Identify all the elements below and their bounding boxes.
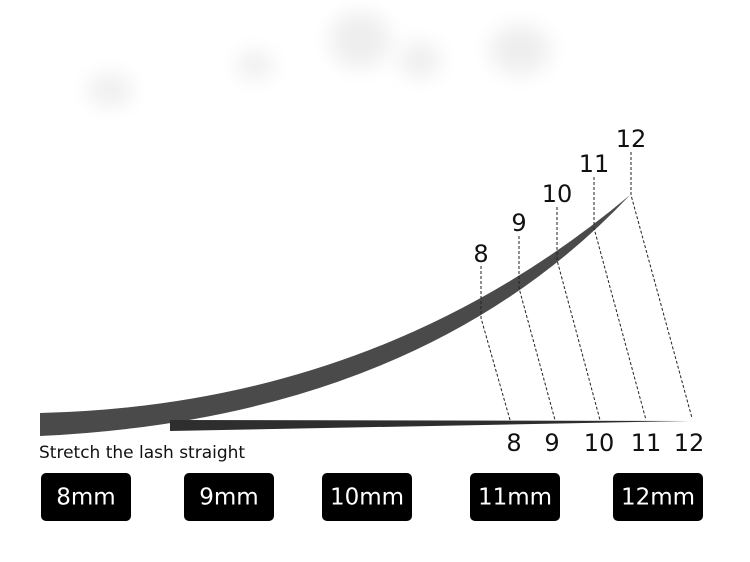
guide-line — [518, 236, 556, 421]
curved-label: 11 — [579, 150, 610, 178]
length-badge — [41, 473, 131, 521]
curved-label: 9 — [511, 209, 526, 237]
straight-label: 9 — [544, 429, 559, 457]
length-label: 8mm — [56, 485, 115, 511]
guide-lines — [480, 152, 693, 421]
length-badge — [470, 473, 560, 521]
curved-label: 10 — [542, 180, 573, 208]
straight-label: 12 — [674, 429, 705, 457]
curved-label: 8 — [473, 240, 488, 268]
guide-line — [556, 207, 601, 421]
length-badge — [184, 473, 274, 521]
length-label: 10mm — [330, 485, 404, 511]
straight-lash — [170, 420, 690, 431]
caption: Stretch the lash straight — [39, 443, 245, 463]
guide-line — [630, 152, 693, 419]
length-label: 12mm — [621, 485, 695, 511]
length-buttons: 8mm 9mm 10mm 11mm 12mm — [41, 473, 703, 521]
straight-label: 11 — [631, 429, 662, 457]
length-badge — [322, 473, 412, 521]
curved-lash — [40, 195, 630, 436]
guide-line — [593, 177, 647, 421]
straight-label: 8 — [506, 429, 521, 457]
length-label: 9mm — [199, 485, 258, 511]
curved-label: 12 — [616, 125, 647, 153]
guide-line — [480, 266, 511, 421]
length-label: 11mm — [478, 485, 552, 511]
background-blur — [88, 12, 550, 106]
straight-label: 10 — [584, 429, 615, 457]
length-badge — [613, 473, 703, 521]
